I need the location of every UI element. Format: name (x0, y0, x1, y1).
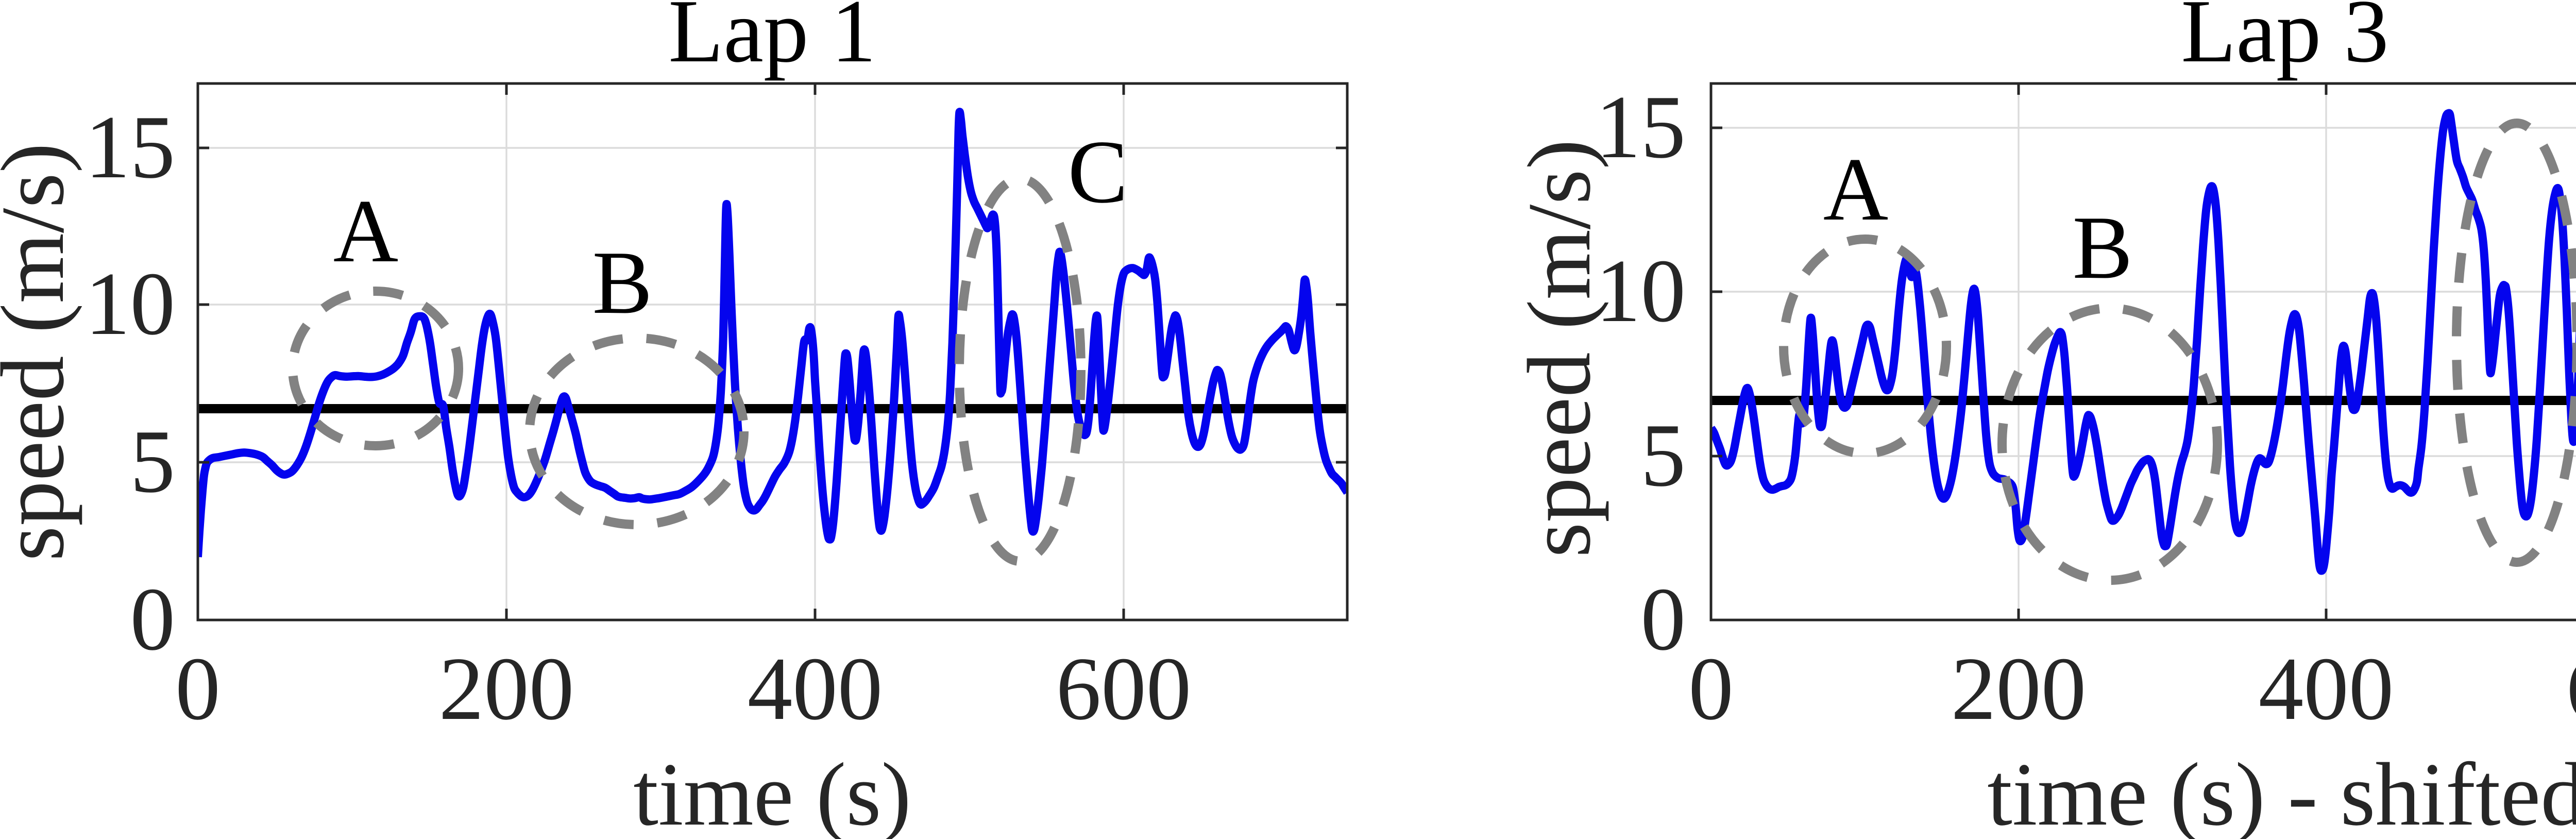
svg-text:5: 5 (130, 411, 176, 511)
svg-text:B: B (2073, 197, 2133, 297)
svg-text:0: 0 (1688, 639, 1734, 739)
svg-text:10: 10 (85, 254, 175, 354)
svg-text:A: A (333, 181, 398, 281)
svg-text:A: A (1823, 139, 1888, 239)
svg-text:time (s) - shifted: time (s) - shifted (1987, 744, 2576, 839)
svg-text:400: 400 (748, 639, 883, 739)
svg-text:15: 15 (1596, 77, 1686, 177)
svg-text:600: 600 (2566, 639, 2576, 739)
svg-text:600: 600 (1056, 639, 1192, 739)
svg-text:10: 10 (1596, 241, 1686, 341)
svg-text:speed (m/s): speed (m/s) (1509, 139, 1609, 558)
svg-text:C: C (1068, 122, 1128, 222)
svg-text:time (s): time (s) (633, 744, 911, 839)
svg-text:200: 200 (439, 639, 574, 739)
svg-text:speed (m/s): speed (m/s) (0, 143, 82, 561)
svg-text:5: 5 (1641, 405, 1686, 505)
svg-text:Lap 1: Lap 1 (668, 0, 876, 81)
svg-text:200: 200 (1951, 639, 2087, 739)
svg-text:B: B (592, 232, 653, 332)
svg-text:0: 0 (175, 639, 221, 739)
svg-text:0: 0 (1641, 569, 1686, 669)
svg-text:Lap 3: Lap 3 (2181, 0, 2388, 81)
svg-text:400: 400 (2259, 639, 2394, 739)
svg-text:15: 15 (85, 97, 175, 197)
svg-text:0: 0 (130, 569, 176, 669)
